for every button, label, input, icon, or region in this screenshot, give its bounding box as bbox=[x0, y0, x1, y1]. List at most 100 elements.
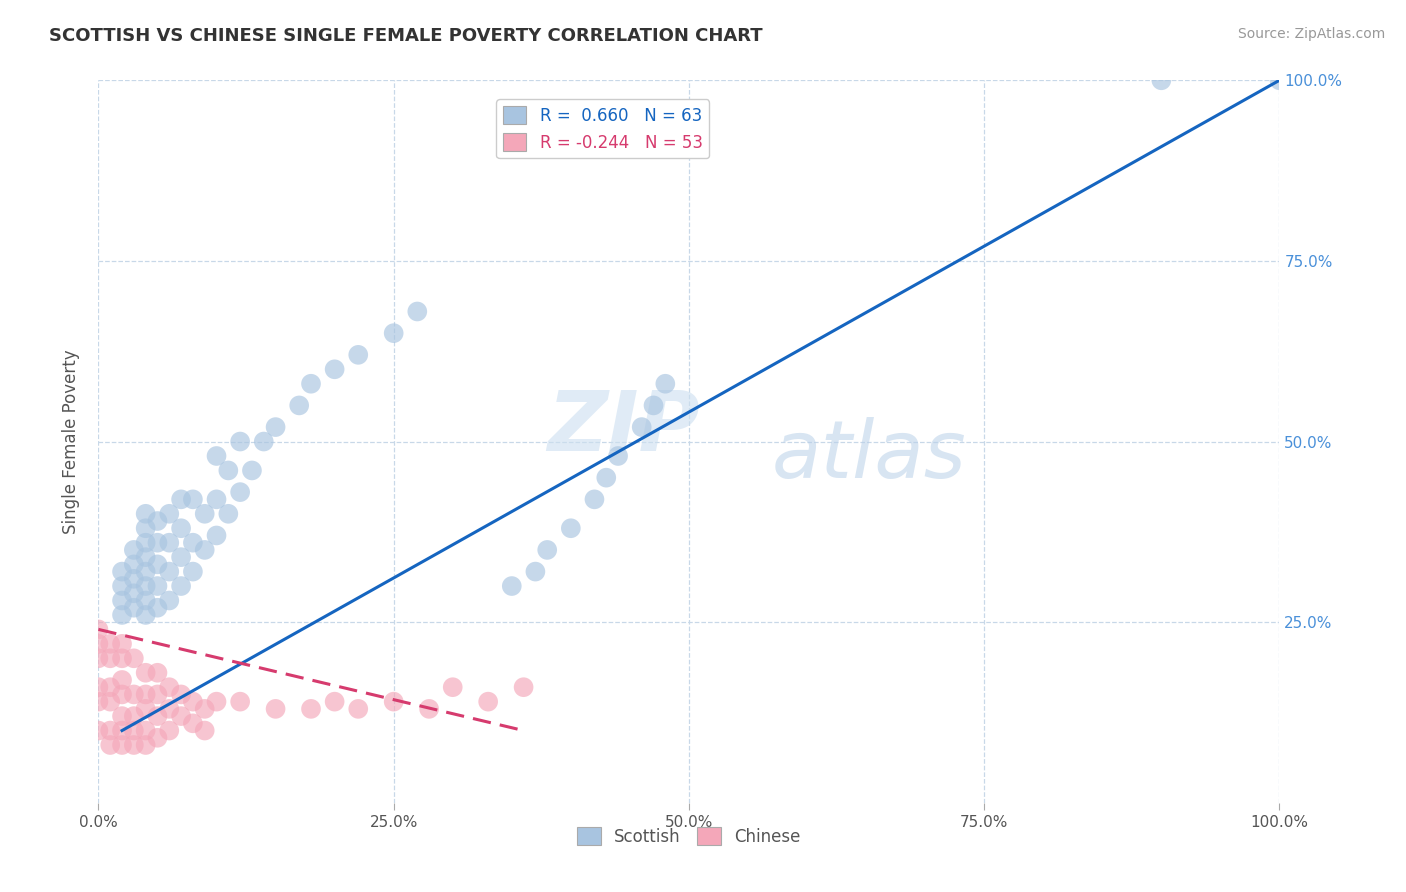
Point bbox=[146, 558, 169, 572]
Point bbox=[157, 680, 180, 694]
Point bbox=[264, 420, 287, 434]
Point bbox=[146, 535, 169, 549]
Point bbox=[323, 695, 346, 709]
Point bbox=[87, 680, 110, 694]
Point bbox=[122, 738, 145, 752]
Point bbox=[111, 687, 134, 701]
Text: Source: ZipAtlas.com: Source: ZipAtlas.com bbox=[1237, 27, 1385, 41]
Point bbox=[643, 398, 665, 412]
Point bbox=[253, 434, 276, 449]
Point bbox=[170, 579, 193, 593]
Point bbox=[135, 550, 157, 565]
Point bbox=[111, 637, 134, 651]
Point bbox=[1268, 73, 1291, 87]
Point bbox=[583, 492, 606, 507]
Point bbox=[98, 637, 121, 651]
Point bbox=[135, 723, 157, 738]
Point bbox=[229, 434, 252, 449]
Point bbox=[122, 687, 145, 701]
Point bbox=[157, 565, 180, 579]
Point bbox=[146, 665, 169, 680]
Point bbox=[135, 521, 157, 535]
Point bbox=[536, 542, 558, 557]
Point bbox=[157, 535, 180, 549]
Point bbox=[205, 449, 228, 463]
Point bbox=[181, 695, 204, 709]
Point bbox=[135, 593, 157, 607]
Point bbox=[157, 723, 180, 738]
Point bbox=[122, 723, 145, 738]
Point bbox=[122, 709, 145, 723]
Point bbox=[122, 600, 145, 615]
Point bbox=[194, 507, 217, 521]
Point bbox=[1150, 73, 1173, 87]
Point bbox=[229, 485, 252, 500]
Point bbox=[299, 702, 322, 716]
Point bbox=[111, 565, 134, 579]
Point bbox=[181, 535, 204, 549]
Point bbox=[111, 607, 134, 622]
Point bbox=[170, 550, 193, 565]
Point bbox=[135, 607, 157, 622]
Point bbox=[111, 723, 134, 738]
Point bbox=[87, 695, 110, 709]
Point bbox=[205, 528, 228, 542]
Point bbox=[87, 651, 110, 665]
Point bbox=[146, 514, 169, 528]
Point bbox=[382, 695, 405, 709]
Point bbox=[181, 565, 204, 579]
Point bbox=[122, 558, 145, 572]
Legend: Scottish, Chinese: Scottish, Chinese bbox=[571, 821, 807, 852]
Point bbox=[382, 326, 405, 340]
Text: ZIP: ZIP bbox=[547, 386, 700, 467]
Point bbox=[229, 695, 252, 709]
Point bbox=[146, 709, 169, 723]
Point bbox=[87, 637, 110, 651]
Point bbox=[217, 463, 239, 477]
Point bbox=[146, 579, 169, 593]
Point bbox=[194, 542, 217, 557]
Point bbox=[418, 702, 440, 716]
Y-axis label: Single Female Poverty: Single Female Poverty bbox=[62, 350, 80, 533]
Point bbox=[205, 695, 228, 709]
Point bbox=[524, 565, 547, 579]
Point bbox=[111, 593, 134, 607]
Point bbox=[654, 376, 676, 391]
Point bbox=[146, 687, 169, 701]
Point bbox=[181, 492, 204, 507]
Point bbox=[122, 542, 145, 557]
Point bbox=[122, 586, 145, 600]
Point bbox=[194, 723, 217, 738]
Point bbox=[135, 579, 157, 593]
Point bbox=[170, 492, 193, 507]
Point bbox=[135, 702, 157, 716]
Point bbox=[146, 731, 169, 745]
Point bbox=[98, 723, 121, 738]
Point bbox=[205, 492, 228, 507]
Point bbox=[122, 651, 145, 665]
Point bbox=[240, 463, 263, 477]
Point bbox=[98, 695, 121, 709]
Point bbox=[512, 680, 534, 694]
Point bbox=[98, 738, 121, 752]
Point bbox=[98, 680, 121, 694]
Point bbox=[111, 709, 134, 723]
Point bbox=[135, 535, 157, 549]
Point bbox=[157, 702, 180, 716]
Point bbox=[87, 623, 110, 637]
Point bbox=[135, 507, 157, 521]
Point bbox=[87, 723, 110, 738]
Point bbox=[157, 593, 180, 607]
Point bbox=[135, 665, 157, 680]
Text: atlas: atlas bbox=[772, 417, 966, 495]
Point bbox=[347, 348, 370, 362]
Point bbox=[560, 521, 582, 535]
Point bbox=[157, 507, 180, 521]
Point bbox=[217, 507, 239, 521]
Point bbox=[406, 304, 429, 318]
Point bbox=[146, 600, 169, 615]
Point bbox=[181, 716, 204, 731]
Point bbox=[194, 702, 217, 716]
Point bbox=[170, 521, 193, 535]
Point bbox=[501, 579, 523, 593]
